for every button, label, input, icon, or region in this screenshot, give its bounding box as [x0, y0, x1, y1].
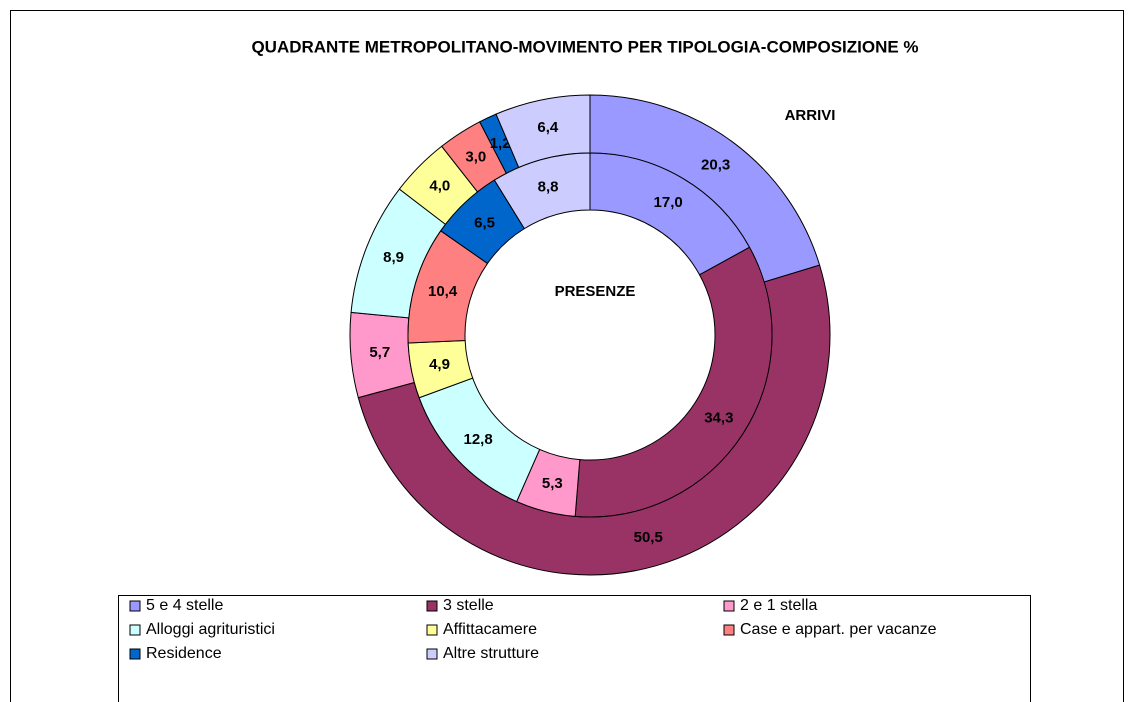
legend-label: 2 e 1 stella [740, 597, 817, 614]
data-label: 1,2 [490, 135, 511, 152]
legend-swatch [129, 648, 141, 660]
legend-box [118, 595, 1031, 702]
data-label: 8,8 [538, 178, 559, 195]
legend-swatch [723, 624, 735, 636]
doughnut-segment [574, 246, 773, 518]
data-label: 3,0 [465, 149, 486, 166]
legend-swatch [426, 624, 438, 636]
data-label: 4,9 [429, 356, 450, 373]
data-label: 8,9 [383, 249, 404, 266]
legend-swatch [426, 600, 438, 612]
legend-swatch [426, 648, 438, 660]
legend-label: Residence [146, 645, 222, 662]
legend-label: Altre strutture [443, 645, 539, 662]
data-label: 34,3 [704, 409, 733, 426]
data-label: 12,8 [464, 431, 493, 448]
doughnut-segment [493, 152, 591, 230]
data-label: 4,0 [429, 178, 450, 195]
data-label: 6,4 [537, 119, 559, 136]
data-label: 5,3 [542, 475, 563, 492]
data-label: 50,5 [634, 529, 663, 546]
chart-title: QUADRANTE METROPOLITANO-MOVIMENTO PER TI… [251, 37, 918, 56]
legend-swatch [129, 624, 141, 636]
data-label: 5,7 [369, 344, 390, 361]
legend-label: Alloggi agrituristici [146, 621, 275, 638]
legend-label: Case e appart. per vacanze [740, 621, 937, 638]
data-label: 6,5 [474, 214, 495, 231]
data-label: 10,4 [428, 283, 458, 300]
series-label: ARRIVI [785, 107, 836, 124]
legend-label: 5 e 4 stelle [146, 597, 223, 614]
series-label: PRESENZE [555, 283, 636, 300]
legend-label: Affittacamere [443, 621, 537, 638]
legend-swatch [129, 600, 141, 612]
legend-swatch [723, 600, 735, 612]
data-label: 20,3 [701, 156, 730, 173]
data-label: 17,0 [654, 194, 683, 211]
legend-label: 3 stelle [443, 597, 494, 614]
